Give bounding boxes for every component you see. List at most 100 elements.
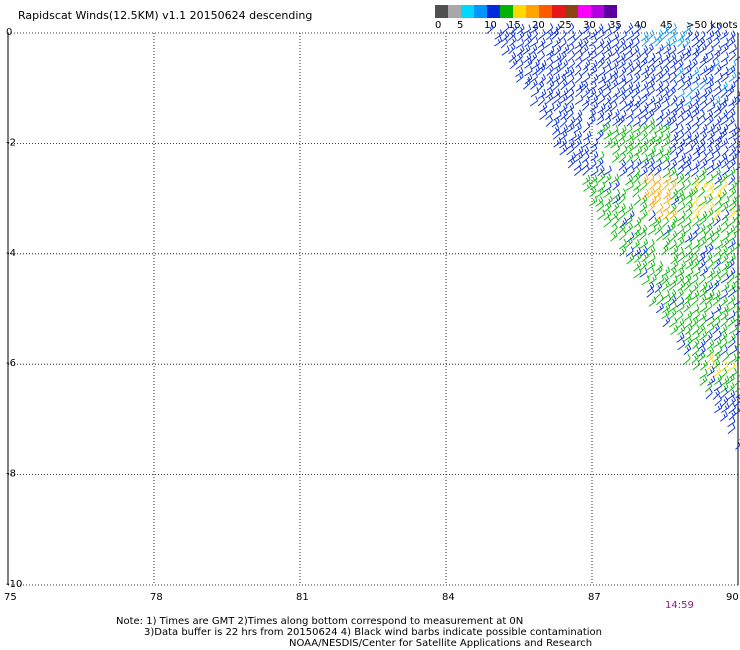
- wind-barb: [697, 351, 706, 363]
- wind-barb: [697, 186, 705, 198]
- wind-barb: [626, 95, 635, 107]
- wind-barb: [669, 275, 678, 286]
- wind-barb: [684, 144, 694, 155]
- wind-barb: [567, 43, 575, 55]
- wind-barb: [655, 65, 664, 77]
- wind-barb: [552, 65, 561, 76]
- wind-barb: [617, 223, 626, 235]
- wind-barb: [648, 131, 657, 142]
- wind-barb: [661, 101, 670, 112]
- wind-barb: [670, 57, 678, 69]
- wind-barb: [676, 236, 685, 248]
- wind-barb: [706, 323, 715, 334]
- wind-barb: [721, 158, 729, 169]
- wind-barb: [727, 301, 736, 313]
- wind-barb: [515, 59, 524, 70]
- wind-barb: [727, 216, 736, 227]
- wind-barb: [677, 107, 686, 119]
- wind-barb: [707, 201, 715, 213]
- wind-barb: [707, 375, 716, 386]
- scale-label: 10: [484, 20, 497, 31]
- wind-barb: [552, 37, 561, 48]
- wind-barb: [596, 29, 605, 40]
- wind-barb: [705, 145, 713, 156]
- wind-barb: [582, 72, 591, 83]
- wind-barb: [604, 195, 613, 206]
- wind-barb: [691, 352, 699, 364]
- wind-barb: [640, 81, 649, 92]
- wind-barb: [617, 52, 626, 63]
- wind-barb: [573, 122, 582, 134]
- wind-barb: [588, 65, 598, 76]
- wind-barb: [661, 302, 671, 314]
- wind-barb: [727, 65, 736, 76]
- wind-barb: [654, 51, 662, 63]
- wind-barb: [610, 230, 618, 242]
- wind-barb: [669, 180, 677, 191]
- wind-barb: [566, 102, 575, 114]
- wind-barb: [684, 123, 692, 135]
- wind-barb: [611, 129, 620, 141]
- wind-barb: [588, 81, 597, 92]
- wind-barb: [589, 143, 598, 155]
- wind-barb: [639, 259, 648, 271]
- wind-barb: [653, 216, 662, 228]
- wind-barb: [612, 179, 620, 191]
- wind-barb: [712, 294, 721, 306]
- wind-barb: [706, 230, 715, 241]
- wind-barb: [691, 331, 700, 342]
- wind-barb: [728, 158, 736, 170]
- wind-barb: [727, 294, 736, 305]
- wind-barb: [712, 144, 721, 155]
- wind-barb: [553, 137, 562, 148]
- wind-barb: [676, 288, 684, 300]
- wind-barb: [707, 60, 716, 71]
- wind-barb: [668, 115, 677, 126]
- wind-barb: [617, 58, 626, 70]
- wind-barb: [699, 131, 708, 143]
- wind-barb: [581, 152, 590, 164]
- wind-barb: [647, 73, 656, 84]
- wind-barb: [566, 94, 574, 106]
- wind-barb: [706, 94, 715, 106]
- wind-barb: [626, 138, 635, 149]
- wind-barb: [625, 174, 634, 186]
- wind-barb: [705, 37, 713, 49]
- wind-barb: [603, 181, 612, 193]
- wind-barb: [662, 201, 671, 213]
- wind-barb: [713, 246, 722, 257]
- wind-barb: [662, 23, 670, 35]
- wind-barb: [685, 267, 694, 278]
- wind-barb: [684, 95, 693, 106]
- wind-barb: [727, 382, 735, 393]
- wind-barb: [641, 275, 650, 286]
- wind-barb: [648, 274, 657, 285]
- wind-barb: [719, 331, 728, 342]
- wind-barb: [545, 58, 554, 70]
- wind-barb: [690, 230, 698, 242]
- wind-barb: [661, 122, 670, 134]
- wind-barb: [714, 116, 722, 127]
- wind-barb: [626, 100, 634, 112]
- wind-barb: [661, 266, 671, 277]
- wind-barb: [580, 65, 589, 76]
- wind-barb: [632, 239, 640, 250]
- wind-barb: [683, 59, 692, 70]
- wind-barb: [720, 215, 729, 226]
- wind-barb: [654, 158, 662, 170]
- wind-barb: [574, 151, 583, 163]
- wind-barb: [500, 37, 508, 49]
- wind-barb: [561, 44, 570, 55]
- wind-barb: [692, 244, 700, 256]
- note-line-1: Note: 1) Times are GMT 2)Times along bot…: [116, 616, 524, 627]
- wind-barb: [734, 239, 740, 250]
- wind-barb: [648, 136, 656, 148]
- wind-barb: [662, 65, 670, 77]
- wind-barb: [618, 87, 626, 98]
- wind-barb: [624, 50, 633, 62]
- wind-barb: [662, 51, 671, 63]
- wind-barb: [714, 239, 723, 250]
- wind-barb: [707, 359, 715, 370]
- wind-barb: [691, 166, 699, 177]
- wind-barb: [596, 129, 604, 141]
